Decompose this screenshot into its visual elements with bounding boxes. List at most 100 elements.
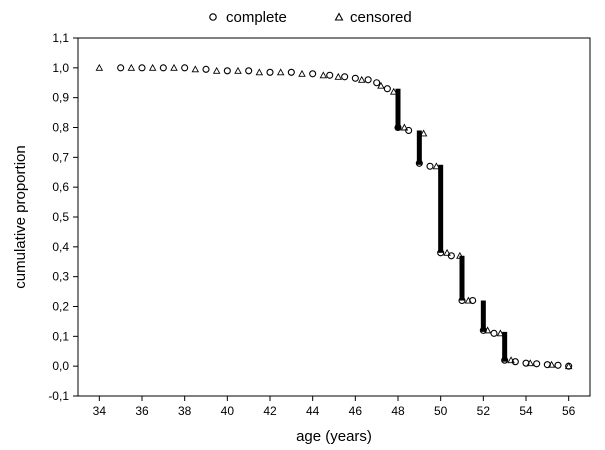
point-censored <box>526 359 535 367</box>
y-tick-label: 0,8 <box>52 121 69 135</box>
legend: complete censored <box>209 9 412 26</box>
y-tick-label: 1,0 <box>52 61 69 75</box>
point-censored <box>456 251 464 259</box>
point-censored <box>432 162 441 170</box>
point-censored <box>319 71 328 79</box>
x-tick-label: 46 <box>349 404 363 418</box>
y-tick-label: 0,0 <box>52 359 69 373</box>
x-axis: 34 36 38 40 42 44 46 48 50 52 54 56 <box>93 396 576 418</box>
point-complete <box>117 64 125 72</box>
legend-marker-complete <box>209 13 217 21</box>
step-segments <box>395 88 508 362</box>
point-censored <box>127 63 136 71</box>
legend-label-complete: complete <box>226 9 287 26</box>
x-axis-title: age (years) <box>296 428 372 445</box>
step-drop <box>438 164 444 253</box>
point-complete <box>287 68 295 76</box>
point-complete <box>202 65 210 73</box>
point-complete <box>490 329 498 337</box>
x-tick-label: 56 <box>562 404 576 418</box>
point-complete <box>181 64 189 72</box>
y-tick-label: 0,6 <box>52 180 69 194</box>
x-tick-label: 36 <box>135 404 149 418</box>
point-complete <box>245 67 253 75</box>
point-censored <box>234 66 242 74</box>
y-tick-label: 0,3 <box>52 270 69 284</box>
point-censored <box>389 87 398 95</box>
point-censored <box>564 362 573 370</box>
y-tick-label: 0,9 <box>52 91 69 105</box>
series-censored <box>95 63 573 370</box>
point-censored <box>400 123 409 131</box>
point-censored <box>496 329 505 337</box>
x-tick-label: 52 <box>477 404 491 418</box>
x-tick-label: 50 <box>434 404 448 418</box>
point-censored <box>334 72 343 80</box>
point-complete <box>326 71 334 79</box>
point-censored <box>191 65 200 73</box>
y-axis: -0,1 0,0 0,1 0,2 0,3 0,4 0,5 0,6 0,7 0,8 0,9 1,0 1,1 <box>48 31 78 403</box>
point-complete <box>364 76 372 84</box>
point-complete <box>159 64 167 72</box>
point-complete <box>501 356 509 364</box>
point-censored <box>483 326 492 334</box>
point-censored <box>419 129 428 137</box>
series-complete <box>117 64 573 370</box>
y-tick-label: -0,1 <box>48 389 69 403</box>
point-censored <box>95 63 104 71</box>
point-complete <box>415 159 423 167</box>
step-drop <box>459 255 465 301</box>
point-censored <box>507 356 515 364</box>
legend-label-censored: censored <box>350 9 412 26</box>
x-tick-label: 54 <box>519 404 533 418</box>
point-censored <box>443 248 451 256</box>
point-censored <box>464 296 473 304</box>
point-complete <box>426 162 434 170</box>
step-drop <box>416 130 422 165</box>
point-complete <box>554 361 562 369</box>
y-tick-label: 0,7 <box>52 150 69 164</box>
point-complete <box>309 70 317 78</box>
x-tick-label: 40 <box>221 404 235 418</box>
point-complete <box>223 67 231 75</box>
point-censored <box>276 68 285 76</box>
point-complete <box>351 74 359 82</box>
step-drop <box>395 88 401 131</box>
point-complete <box>373 79 381 87</box>
y-tick-label: 1,1 <box>52 31 69 45</box>
y-tick-label: 0,5 <box>52 210 69 224</box>
plot-area-frame <box>77 37 591 397</box>
step-drop <box>480 300 486 332</box>
point-complete <box>458 296 466 305</box>
y-tick-label: 0,2 <box>52 300 69 314</box>
y-tick-label: 0,4 <box>52 240 69 254</box>
y-tick-label: 0,1 <box>52 329 69 343</box>
point-complete <box>511 358 519 366</box>
point-complete <box>394 123 402 132</box>
point-censored <box>212 66 221 74</box>
point-complete <box>266 68 274 76</box>
step-drop <box>502 331 508 362</box>
point-complete <box>447 252 455 260</box>
point-censored <box>298 69 306 77</box>
point-censored <box>255 68 264 76</box>
x-tick-label: 34 <box>93 404 107 418</box>
x-tick-label: 48 <box>391 404 405 418</box>
point-censored <box>148 63 157 71</box>
x-tick-label: 42 <box>263 404 277 418</box>
legend-marker-censored <box>334 12 344 21</box>
point-complete <box>405 126 413 135</box>
point-censored <box>357 75 366 83</box>
y-axis-title: cumulative proportion <box>12 145 29 288</box>
point-censored <box>170 63 178 71</box>
point-complete <box>138 64 146 72</box>
point-complete <box>341 73 349 81</box>
point-complete <box>383 85 391 93</box>
x-tick-label: 44 <box>306 404 320 418</box>
point-complete <box>533 360 541 368</box>
point-censored <box>547 360 556 368</box>
point-censored <box>377 81 385 89</box>
point-complete <box>437 249 445 257</box>
x-tick-label: 38 <box>178 404 192 418</box>
